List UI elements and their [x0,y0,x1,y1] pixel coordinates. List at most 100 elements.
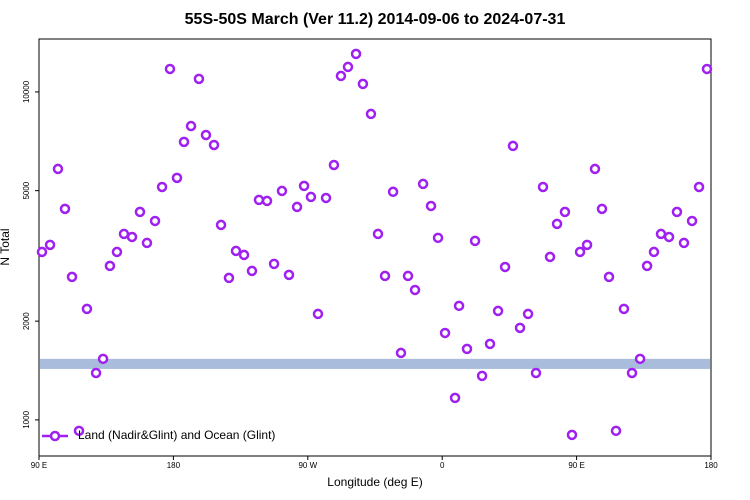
data-point [44,239,56,251]
plot-frame [38,38,712,457]
data-point [678,237,690,249]
data-point [97,353,109,365]
data-point [544,251,556,263]
data-point [149,215,161,227]
data-point [305,191,317,203]
data-point [335,70,347,82]
data-point [59,203,71,215]
data-point [641,260,653,272]
data-point [350,48,362,60]
x-tick-label: 180 [167,461,181,470]
data-point [230,245,242,257]
data-point [469,235,481,247]
y-tick-label: 10000 [22,80,31,103]
data-point [566,429,578,441]
y-axis-label: N Total [0,228,12,265]
data-point [372,228,384,240]
x-tick-label: 0 [440,461,445,470]
data-point [156,181,168,193]
data-point [246,265,258,277]
data-point [298,180,310,192]
legend-label: Land (Nadir&Glint) and Ocean (Glint) [78,428,275,442]
data-point [312,308,324,320]
x-axis-label: Longitude (deg E) [327,475,422,489]
data-point [574,246,586,258]
data-point [507,140,519,152]
legend-marker [49,430,61,442]
data-point [461,343,473,355]
x-tick-label: 90 E [31,461,47,470]
data-point [522,308,534,320]
data-point [134,206,146,218]
x-tick-label: 180 [704,461,718,470]
data-point [648,246,660,258]
data-point [90,367,102,379]
data-point [268,258,280,270]
data-point [200,129,212,141]
data-point [141,237,153,249]
data-point [589,163,601,175]
data-point [537,181,549,193]
data-point [320,192,332,204]
data-point [223,272,235,284]
y-tick-label: 5000 [22,181,31,199]
data-point [432,232,444,244]
data-point [178,136,190,148]
data-point [111,246,123,258]
data-point [185,120,197,132]
data-point [581,239,593,251]
data-point [164,63,176,75]
data-point [66,271,78,283]
data-point [81,303,93,315]
chart-title: 55S-50S March (Ver 11.2) 2014-09-06 to 2… [185,11,566,28]
data-point [215,219,227,231]
data-point [276,185,288,197]
data-point [104,260,116,272]
band [40,358,710,369]
data-point [484,338,496,350]
data-point [693,181,705,193]
y-tick-label: 2000 [22,312,31,330]
data-point [402,270,414,282]
data-point [559,206,571,218]
data-point [36,246,48,258]
data-point [618,303,630,315]
data-point [453,300,465,312]
data-point [671,206,683,218]
data-point [701,63,713,75]
data-point [634,353,646,365]
data-point [357,78,369,90]
data-point [342,61,354,73]
data-point [328,159,340,171]
data-point [499,261,511,273]
data-point [395,347,407,359]
data-point [476,370,488,382]
data-point [626,367,638,379]
data-point [126,231,138,243]
data-point [73,425,85,437]
data-point [655,228,667,240]
data-point [365,108,377,120]
data-point [118,228,130,240]
data-point [530,367,542,379]
data-point [492,305,504,317]
data-point [449,392,461,404]
data-point [663,231,675,243]
data-point [596,203,608,215]
data-point [253,194,265,206]
data-point [193,73,205,85]
data-point [610,425,622,437]
x-tick-label: 90 E [568,461,584,470]
data-point [686,215,698,227]
data-point [551,218,563,230]
data-point [171,172,183,184]
data-point [238,249,250,261]
data-point [291,201,303,213]
data-point [603,271,615,283]
data-point [261,195,273,207]
data-point [417,178,429,190]
data-point [425,200,437,212]
data-point [208,139,220,151]
data-point [379,270,391,282]
